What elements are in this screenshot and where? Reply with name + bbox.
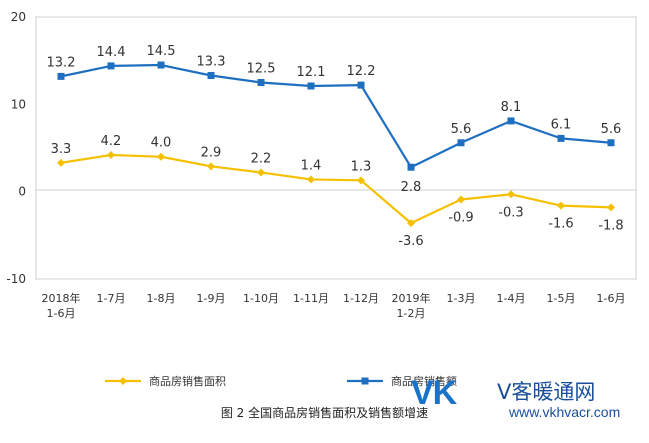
data-label: 13.3	[197, 55, 226, 70]
data-point	[407, 163, 415, 171]
data-point	[157, 152, 165, 161]
data-label: -0.3	[498, 205, 523, 220]
data-point	[257, 168, 265, 177]
legend-label: 商品房销售面积	[149, 374, 226, 388]
data-label: 13.2	[47, 55, 76, 70]
x-tick-label: 1-12月	[343, 292, 379, 305]
data-point	[257, 79, 265, 86]
data-label: -0.9	[448, 211, 473, 226]
watermark-brand: VK	[411, 374, 457, 412]
x-tick-label: 1-5月	[547, 292, 576, 305]
data-point	[457, 139, 465, 147]
figure-caption: 图 2 全国商品房销售面积及销售额增速	[220, 406, 429, 420]
data-label: 8.1	[501, 100, 522, 115]
data-label: -3.6	[398, 234, 423, 249]
data-point	[407, 219, 415, 228]
x-tick-label: 1-7月	[97, 292, 126, 305]
data-label: 4.2	[101, 134, 122, 149]
x-tick-label: 1-11月	[293, 292, 329, 305]
x-tick-label: 1-9月	[197, 292, 226, 305]
data-point	[207, 162, 215, 171]
series-line	[60, 153, 612, 225]
data-label: 3.3	[51, 142, 72, 157]
data-point	[107, 150, 115, 159]
watermark-name: V客暖通网	[497, 380, 596, 404]
data-point	[107, 62, 115, 70]
x-tick-label: 1-3月	[447, 292, 476, 305]
x-tick-label: 1-4月	[497, 292, 526, 305]
data-point	[157, 61, 165, 69]
x-tick-label: 1-10月	[243, 292, 279, 305]
data-label: -1.6	[548, 217, 573, 232]
x-tick-label: 1-6月	[597, 292, 626, 305]
x-tick-label: 1-6月	[47, 307, 76, 320]
data-point	[57, 158, 65, 167]
data-label: 12.5	[247, 62, 276, 77]
data-label: 5.6	[601, 122, 622, 137]
data-point	[457, 195, 465, 204]
data-point	[307, 82, 315, 90]
data-label: 2.8	[401, 180, 422, 195]
legend-marker	[119, 377, 127, 385]
data-point	[207, 72, 215, 80]
x-tick-label: 1-2月	[397, 307, 426, 320]
legend-label: 商品房销售额	[391, 374, 457, 388]
data-label: 12.2	[347, 64, 376, 79]
data-point	[507, 117, 515, 125]
data-point	[307, 175, 315, 184]
site-watermark: VK V客暖通网 www.vkhvacr.com	[411, 374, 623, 426]
x-tick-label: 2019年	[392, 291, 431, 305]
series-line	[60, 63, 612, 169]
y-tick-label: 10	[11, 97, 26, 111]
data-point	[557, 201, 565, 210]
data-point	[607, 203, 615, 212]
y-tick-label: 0	[18, 185, 26, 199]
data-point	[507, 190, 515, 199]
data-label: 6.1	[551, 117, 572, 132]
data-label: 12.1	[297, 65, 326, 80]
plot-frame	[35, 16, 637, 280]
legend-marker	[361, 377, 369, 385]
x-tick-label: 2018年	[42, 291, 81, 305]
data-label: 14.5	[147, 44, 176, 59]
data-point	[607, 139, 615, 147]
data-point	[357, 81, 365, 89]
data-label: 14.4	[97, 45, 126, 60]
watermark-url: www.vkhvacr.com	[509, 404, 621, 420]
data-point	[557, 134, 565, 142]
y-tick-label: 20	[11, 10, 26, 24]
data-label: 2.2	[251, 151, 272, 166]
data-label: 1.3	[351, 159, 372, 174]
data-label: 5.6	[451, 122, 472, 137]
data-point	[57, 72, 65, 80]
data-point	[357, 176, 365, 185]
x-tick-label: 1-8月	[147, 292, 176, 305]
data-label: 2.9	[201, 145, 222, 160]
data-label: -1.8	[598, 218, 623, 233]
data-label: 1.4	[301, 158, 322, 173]
y-tick-label: -10	[6, 272, 26, 286]
data-label: 4.0	[151, 136, 172, 151]
